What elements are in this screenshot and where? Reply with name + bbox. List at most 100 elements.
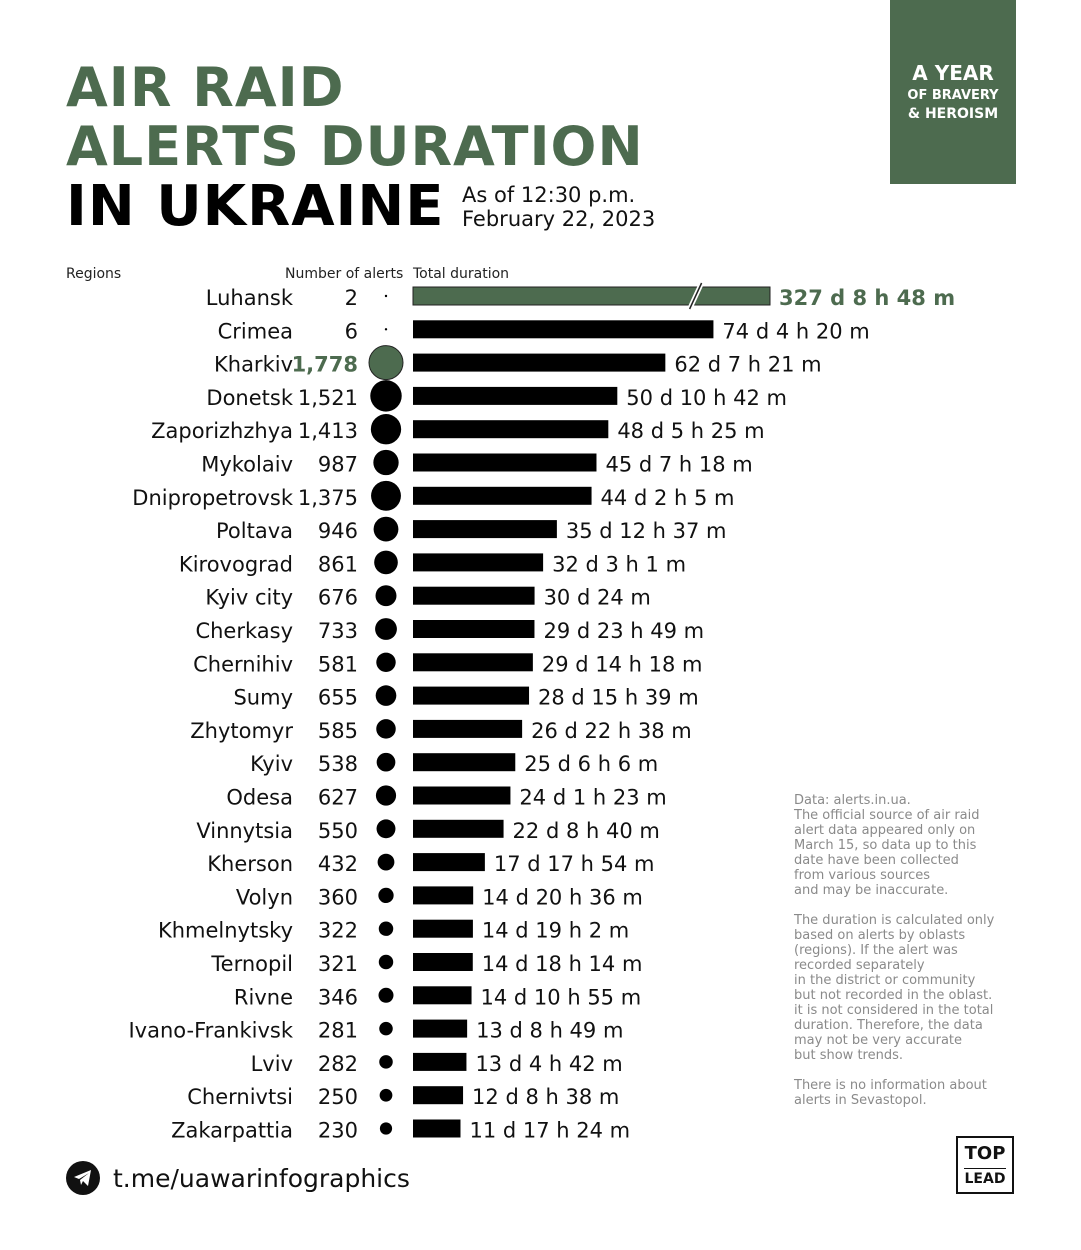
logo-bottom-text: LEAD: [964, 1171, 1006, 1187]
alerts-bubble-zaporizhzhya: [370, 414, 402, 445]
alerts-bubble-ternopil: [378, 954, 394, 970]
alerts-bubble-vinnytsia: [376, 819, 396, 839]
alerts-bubble-volyn: [378, 887, 394, 904]
region-label-odesa: Odesa: [226, 786, 293, 810]
duration-bar-donetsk: [413, 386, 618, 405]
alerts-count-mykolaiv: 987: [318, 453, 358, 477]
alerts-bubble-ivano-frankivsk: [379, 1021, 393, 1036]
column-header-alerts: Number of alerts: [285, 266, 404, 282]
duration-bar-kyiv-city: [413, 586, 535, 605]
duration-label-lviv: 13 d 4 h 42 m: [475, 1052, 622, 1076]
alerts-count-sumy: 655: [318, 686, 358, 710]
alerts-count-rivne: 346: [318, 985, 358, 1009]
alerts-count-cherkasy: 733: [318, 619, 358, 643]
region-label-lviv: Lviv: [251, 1052, 293, 1076]
alerts-count-luhansk: 2: [345, 286, 358, 310]
region-label-chernivtsi: Chernivtsi: [187, 1085, 293, 1109]
as-of-date: February 22, 2023: [462, 207, 656, 231]
alerts-bubble-chernivtsi: [379, 1088, 393, 1102]
duration-label-odesa: 24 d 1 h 23 m: [519, 786, 666, 810]
alerts-count-kyiv: 538: [318, 752, 358, 776]
duration-bar-mykolaiv: [413, 453, 597, 472]
duration-bar-khmelnytsky: [413, 919, 473, 938]
alerts-count-ivano-frankivsk: 281: [318, 1019, 358, 1043]
telegram-channel-link[interactable]: t.me/uawarinfographics: [113, 1163, 410, 1193]
duration-bar-dnipropetrovsk: [413, 486, 592, 505]
duration-label-dnipropetrovsk: 44 d 2 h 5 m: [601, 486, 735, 510]
duration-bar-zaporizhzhya: [413, 420, 609, 439]
duration-bar-volyn: [413, 886, 474, 905]
duration-label-crimea: 74 d 4 h 20 m: [722, 319, 869, 343]
duration-bar-poltava: [413, 520, 557, 539]
duration-bar-ternopil: [413, 953, 473, 971]
region-label-cherkasy: Cherkasy: [195, 619, 293, 643]
region-label-sumy: Sumy: [233, 686, 293, 710]
region-label-donetsk: Donetsk: [206, 386, 293, 410]
alerts-bubble-kyiv: [376, 752, 396, 772]
title-line-3: IN UKRAINE: [66, 174, 445, 239]
duration-label-kyiv-city: 30 d 24 m: [544, 586, 651, 610]
duration-label-kyiv: 25 d 6 h 6 m: [524, 752, 658, 776]
alerts-bubble-rivne: [378, 987, 394, 1003]
alerts-count-volyn: 360: [318, 885, 358, 909]
alerts-bubble-odesa: [375, 785, 397, 806]
duration-bar-odesa: [413, 786, 511, 805]
alerts-count-chernivtsi: 250: [318, 1085, 358, 1109]
duration-label-chernihiv: 29 d 14 h 18 m: [542, 652, 703, 676]
duration-label-zakarpattia: 11 d 17 h 24 m: [469, 1119, 630, 1143]
duration-label-zaporizhzhya: 48 d 5 h 25 m: [617, 419, 764, 443]
region-label-luhansk: Luhansk: [206, 286, 294, 310]
alerts-bubble-sumy: [375, 685, 397, 706]
badge-line-2: OF BRAVERY: [907, 88, 999, 103]
alerts-count-kharkiv: 1,778: [292, 353, 358, 377]
note-sevastopol: There is no information about alerts in …: [794, 1078, 987, 1108]
duration-bar-zhytomyr: [413, 719, 523, 738]
column-header-regions: Regions: [66, 266, 122, 282]
duration-bar-cherkasy: [413, 620, 535, 638]
duration-bar-rivne: [413, 986, 472, 1005]
alerts-bubble-kyiv-city: [375, 585, 397, 607]
alerts-bubble-cherkasy: [375, 618, 397, 640]
alerts-bubble-crimea: [384, 328, 388, 331]
alerts-count-zhytomyr: 585: [318, 719, 358, 743]
alerts-count-poltava: 946: [318, 519, 358, 543]
alerts-bubble-luhansk: [384, 294, 388, 298]
duration-bar-crimea: [413, 320, 714, 339]
region-label-ivano-frankivsk: Ivano-Frankivsk: [128, 1019, 293, 1043]
footer-channel: t.me/uawarinfographics: [66, 1160, 410, 1196]
alerts-bubble-khmelnytsky: [378, 921, 394, 936]
top-lead-logo: TOP LEAD: [956, 1136, 1014, 1194]
telegram-icon[interactable]: [66, 1161, 100, 1195]
alerts-bubble-zakarpattia: [379, 1122, 393, 1135]
duration-label-kharkiv: 62 d 7 h 21 m: [674, 353, 821, 377]
duration-bar-chernivtsi: [413, 1086, 464, 1105]
duration-label-sumy: 28 d 15 h 39 m: [538, 686, 699, 710]
anniversary-badge: A YEAR OF BRAVERY & HEROISM: [890, 0, 1016, 184]
duration-label-ternopil: 14 d 18 h 14 m: [482, 952, 643, 976]
as-of-time: As of 12:30 p.m.: [462, 183, 636, 207]
alerts-bubble-zhytomyr: [376, 719, 396, 739]
region-label-zakarpattia: Zakarpattia: [171, 1119, 293, 1143]
region-label-rivne: Rivne: [234, 985, 293, 1009]
badge-line-1: A YEAR: [912, 61, 994, 85]
badge-line-3: & HEROISM: [907, 106, 999, 122]
duration-label-cherkasy: 29 d 23 h 49 m: [543, 619, 704, 643]
column-header-duration: Total duration: [413, 266, 510, 282]
note-data-source: Data: alerts.in.ua. The official source …: [794, 793, 980, 898]
duration-label-ivano-frankivsk: 13 d 8 h 49 m: [476, 1019, 623, 1043]
alerts-count-ternopil: 321: [318, 952, 358, 976]
duration-bar-kharkiv: [413, 353, 666, 372]
duration-bar-kirovograd: [413, 553, 544, 572]
note-methodology: The duration is calculated only based on…: [794, 913, 995, 1063]
region-label-dnipropetrovsk: Dnipropetrovsk: [132, 486, 294, 510]
duration-bar-luhansk: [412, 286, 771, 306]
alerts-count-chernihiv: 581: [318, 652, 358, 676]
region-label-zhytomyr: Zhytomyr: [190, 719, 293, 743]
alerts-bubble-poltava: [373, 516, 399, 542]
region-label-crimea: Crimea: [218, 319, 293, 343]
alerts-bubble-kharkiv: [368, 345, 404, 381]
alerts-bubble-donetsk: [370, 380, 402, 412]
alerts-count-vinnytsia: 550: [318, 819, 358, 843]
duration-bar-chernihiv: [413, 653, 533, 672]
alerts-bubble-chernihiv: [376, 652, 396, 673]
